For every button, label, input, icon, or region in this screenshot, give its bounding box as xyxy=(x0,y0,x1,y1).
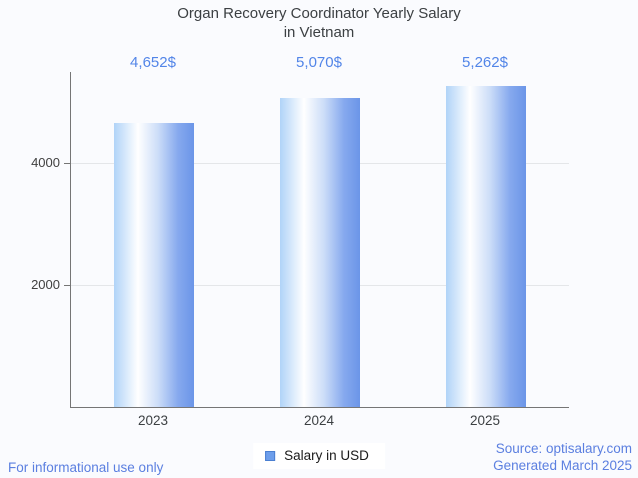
legend-swatch-icon xyxy=(265,450,276,461)
bar-value-label: 4,652$ xyxy=(130,54,176,71)
y-axis-label: 2000 xyxy=(31,277,60,292)
y-axis-tick-mark xyxy=(64,163,70,164)
source-block: Source: optisalary.com Generated March 2… xyxy=(493,440,632,474)
x-axis-label: 2025 xyxy=(469,413,501,428)
y-axis-label: 4000 xyxy=(31,155,60,170)
chart-title: Organ Recovery Coordinator Yearly Salary… xyxy=(0,4,638,42)
legend-label: Salary in USD xyxy=(284,448,369,463)
legend: Salary in USD xyxy=(253,443,385,469)
source-link[interactable]: Source: optisalary.com xyxy=(495,441,632,456)
plot-area xyxy=(70,72,569,408)
bar-2024[interactable] xyxy=(280,97,360,407)
bar-value-label: 5,070$ xyxy=(296,54,342,71)
disclaimer-text: For informational use only xyxy=(8,460,164,475)
chart-title-line2: in Vietnam xyxy=(283,24,355,41)
generated-date: Generated March 2025 xyxy=(493,458,632,473)
bar-2025[interactable] xyxy=(446,86,526,407)
chart-title-line1: Organ Recovery Coordinator Yearly Salary xyxy=(177,5,461,22)
x-axis-label: 2024 xyxy=(303,413,335,428)
bar-value-label: 5,262$ xyxy=(462,54,508,71)
x-axis-label: 2023 xyxy=(137,413,169,428)
y-axis-tick-mark xyxy=(64,285,70,286)
bar-2023[interactable] xyxy=(114,123,194,407)
